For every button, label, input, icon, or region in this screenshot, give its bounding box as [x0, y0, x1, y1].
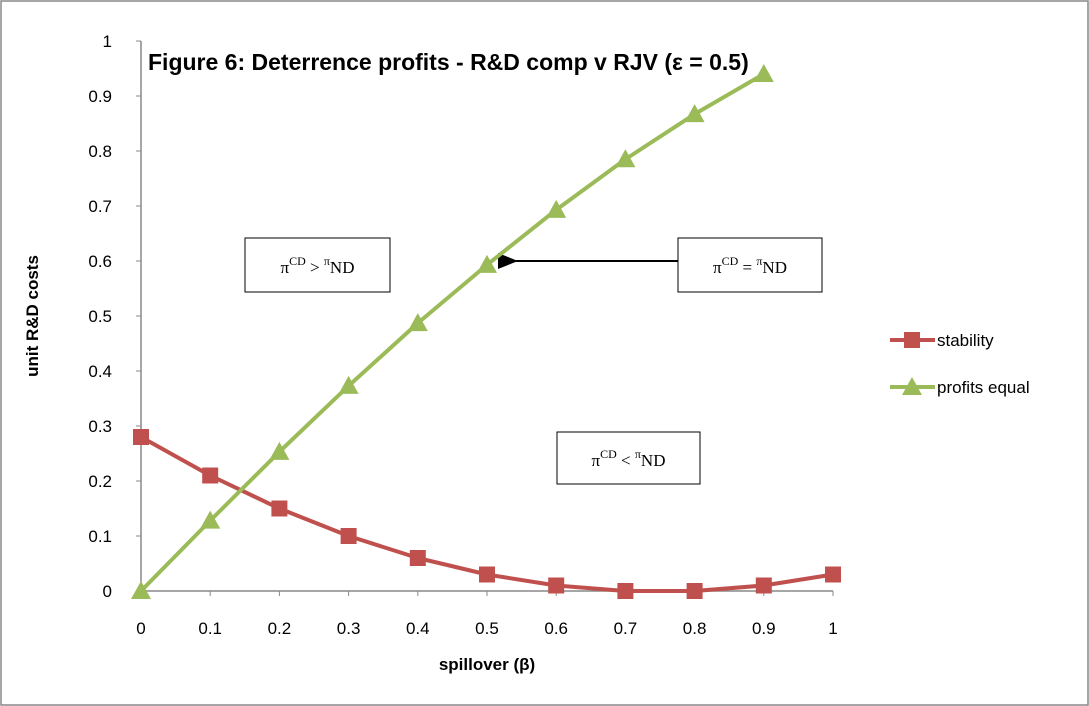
- marker: [825, 566, 841, 583]
- marker: [617, 583, 634, 599]
- y-tick-label: 0.6: [88, 252, 112, 271]
- annotation-part: π: [592, 451, 601, 470]
- marker: [479, 566, 495, 583]
- y-tick-label: 0.3: [88, 417, 112, 436]
- x-tick-label: 1: [828, 619, 837, 638]
- x-tick-label: 0.9: [752, 619, 776, 638]
- marker: [684, 104, 705, 123]
- marker: [269, 441, 290, 460]
- legend-label: stability: [937, 331, 994, 350]
- y-tick-label: 0.8: [88, 142, 112, 161]
- annotation-part: π: [281, 258, 290, 277]
- x-tick-label: 0.3: [337, 619, 361, 638]
- annotation-part: π: [635, 447, 641, 461]
- x-tick-label: 0: [136, 619, 145, 638]
- marker: [755, 577, 772, 594]
- annotation-part: CD: [289, 254, 306, 268]
- marker: [904, 332, 920, 348]
- marker: [615, 149, 636, 168]
- marker: [548, 577, 565, 594]
- marker: [340, 528, 357, 544]
- x-tick-label: 0.6: [544, 619, 568, 638]
- series-line: [139, 72, 765, 593]
- legend-label: profits equal: [937, 378, 1030, 397]
- marker: [338, 375, 359, 394]
- annotation-part: ND: [330, 258, 355, 277]
- x-tick-label: 0.4: [406, 619, 430, 638]
- y-tick-label: 0: [103, 582, 112, 601]
- marker: [271, 500, 288, 517]
- x-tick-label: 0.7: [614, 619, 638, 638]
- y-tick-label: 0.4: [88, 362, 112, 381]
- marker: [902, 377, 922, 395]
- x-tick-label: 0.5: [475, 619, 499, 638]
- annotation: πCD < πND: [592, 447, 666, 470]
- y-tick-label: 1: [103, 32, 112, 51]
- x-tick-label: 0.1: [198, 619, 222, 638]
- annotation: πCD > πND: [281, 254, 355, 277]
- marker: [753, 64, 774, 82]
- x-axis-label: spillover (β): [439, 655, 535, 674]
- annotation-part: CD: [722, 254, 739, 268]
- marker: [133, 429, 149, 445]
- annotation-part: CD: [600, 447, 617, 461]
- marker: [686, 583, 703, 599]
- y-tick-label: 0.7: [88, 197, 112, 216]
- x-tick-label: 0.8: [683, 619, 707, 638]
- y-axis-label: unit R&D costs: [23, 255, 42, 377]
- annotation-part: <: [617, 451, 635, 470]
- annotation-part: >: [306, 258, 324, 277]
- annotation: πCD = πND: [713, 254, 787, 277]
- x-tick-label: 0.2: [268, 619, 292, 638]
- y-tick-label: 0.5: [88, 307, 112, 326]
- annotation-box: [556, 431, 701, 485]
- y-tick-label: 0.1: [88, 527, 112, 546]
- marker: [407, 313, 428, 332]
- annotation-part: π: [756, 254, 762, 268]
- marker: [200, 510, 221, 529]
- marker: [131, 581, 151, 599]
- marker: [477, 254, 497, 273]
- annotation-box: [677, 237, 823, 293]
- marker: [409, 550, 426, 566]
- annotation-part: ND: [762, 258, 787, 277]
- annotation-part: ND: [641, 451, 666, 470]
- chart-title: Figure 6: Deterrence profits - R&D comp …: [148, 49, 749, 75]
- marker: [546, 199, 567, 218]
- annotation-part: π: [324, 254, 330, 268]
- annotation-part: π: [713, 258, 722, 277]
- annotation-box: [244, 237, 391, 293]
- marker: [202, 467, 219, 484]
- annotation-part: =: [738, 258, 756, 277]
- y-tick-label: 0.9: [88, 87, 112, 106]
- y-tick-label: 0.2: [88, 472, 112, 491]
